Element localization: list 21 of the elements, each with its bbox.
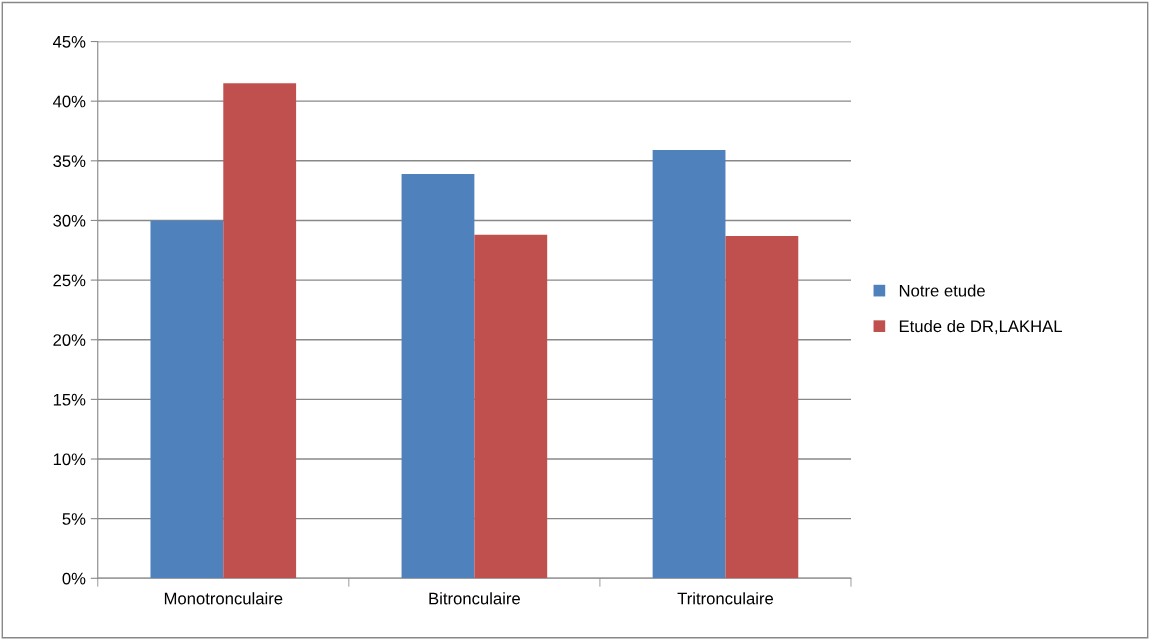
y-tick-label: 30%	[53, 214, 86, 227]
y-tick-label: 5%	[62, 513, 86, 525]
bar	[474, 234, 548, 579]
y-tick-label: 45%	[52, 36, 86, 48]
legend-label: Etude de DR,LAKHAL	[899, 319, 1062, 335]
y-tick-label: 0%	[62, 572, 86, 585]
legend-label: Notre etude	[899, 284, 985, 297]
bar	[150, 220, 224, 579]
bar	[401, 173, 475, 579]
y-tick-label: 15%	[53, 393, 86, 406]
bar	[223, 83, 297, 579]
y-tick-label: 40%	[52, 95, 86, 108]
x-tick-label: Monotronculaire	[164, 592, 283, 605]
bar	[652, 150, 726, 579]
y-tick-label: 25%	[53, 274, 86, 287]
x-tick-label: Tritronculaire	[677, 592, 774, 605]
y-tick-label: 20%	[53, 334, 86, 346]
y-tick-label: 35%	[53, 155, 86, 168]
x-tick-label: Bitronculaire	[429, 592, 520, 605]
y-tick-label: 10%	[53, 453, 86, 466]
bar	[725, 235, 799, 579]
